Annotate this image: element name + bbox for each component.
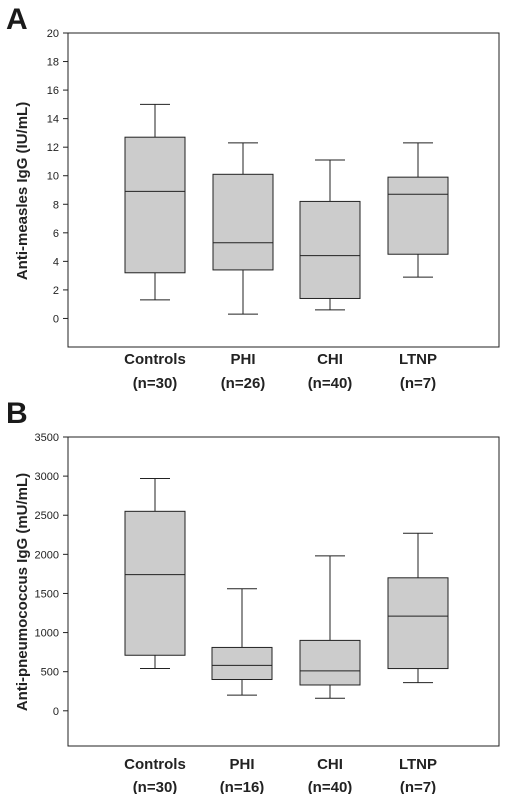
panel-b-y-tick-label: 0: [53, 706, 59, 718]
panel-b-y-tick-label: 1000: [35, 628, 59, 640]
panel-b-y-tick-label: 1500: [35, 588, 59, 600]
panel-a-boxes: [124, 103, 449, 315]
panel-a-category-n: (n=7): [400, 375, 436, 392]
panel-a-y-tick-label: 6: [53, 228, 59, 240]
iqr-box: [124, 136, 186, 274]
iqr-box: [387, 577, 449, 670]
panel-a: A Anti-measles IgG (IU/mL) 0 2 4 6 8 10 12 14 16…: [6, 3, 500, 392]
panel-a-category-label: PHI: [230, 351, 255, 368]
panel-a-y-tick-label: 0: [53, 313, 59, 325]
panel-b: B Anti-pneumococcus IgG (mU/mL) 0 500 1000…: [6, 397, 500, 794]
panel-b-box-controls: [124, 477, 186, 670]
panel-b-y-tick-label: 3500: [35, 432, 59, 444]
panel-b-box-chi: [299, 555, 361, 699]
panel-a-y-axis-label: Anti-measles IgG (IU/mL): [14, 102, 31, 280]
panel-a-category-label: CHI: [317, 351, 343, 368]
panel-a-box-ltnp: [387, 142, 449, 278]
panel-a-letter: A: [6, 3, 28, 36]
panel-a-y-ticks: 0 2 4 6 8 10 12 14 16 18 20: [47, 28, 68, 325]
panel-a-y-tick-label: 10: [47, 171, 59, 183]
panel-a-category-label: LTNP: [399, 351, 437, 368]
panel-b-plot-frame: [67, 436, 500, 747]
panel-b-y-tick-label: 2000: [35, 549, 59, 561]
iqr-box: [211, 646, 273, 681]
panel-a-category-label: Controls: [124, 351, 186, 368]
panel-b-category-n: (n=16): [220, 779, 265, 794]
panel-a-y-tick-label: 12: [47, 142, 59, 154]
panel-b-y-axis-label: Anti-pneumococcus IgG (mU/mL): [14, 473, 31, 711]
panel-a-category-n: (n=40): [308, 375, 353, 392]
panel-b-box-ltnp: [387, 532, 449, 684]
panel-a-box-chi: [299, 159, 361, 311]
panel-b-category-label: Controls: [124, 756, 186, 773]
panel-b-y-tick-label: 3000: [35, 471, 59, 483]
panel-b-categories: Controls (n=30) PHI (n=16) CHI (n=40) LTNP (n=7…: [124, 756, 437, 794]
panel-b-box-phi: [211, 588, 273, 696]
panel-b-y-tick-label: 500: [41, 667, 59, 679]
panel-a-y-tick-label: 20: [47, 28, 59, 40]
panel-a-y-tick-label: 16: [47, 85, 59, 97]
panel-a-category-n: (n=26): [221, 375, 266, 392]
iqr-box: [299, 639, 361, 686]
panel-a-box-controls: [124, 103, 186, 301]
iqr-box: [124, 510, 186, 656]
panel-b-category-n: (n=30): [133, 779, 178, 794]
iqr-box: [387, 176, 449, 255]
panel-b-category-n: (n=40): [308, 779, 353, 794]
panel-a-box-phi: [212, 142, 274, 315]
panel-a-y-tick-label: 14: [47, 114, 59, 126]
panel-b-y-tick-label: 2500: [35, 510, 59, 522]
panel-b-boxes: [124, 477, 449, 699]
panel-a-plot-frame: [67, 32, 500, 348]
panel-b-y-ticks: 0 500 1000 1500 2000 2500 3000 3500: [35, 432, 68, 718]
panel-b-letter: B: [6, 397, 28, 430]
panel-a-categories: Controls (n=30) PHI (n=26) CHI (n=40) LTNP (n=7…: [124, 351, 437, 392]
panel-b-category-n: (n=7): [400, 779, 436, 794]
panel-a-y-tick-label: 18: [47, 57, 59, 69]
panel-b-category-label: CHI: [317, 756, 343, 773]
iqr-box: [299, 200, 361, 299]
panel-a-y-tick-label: 8: [53, 199, 59, 211]
panel-b-category-label: LTNP: [399, 756, 437, 773]
panel-b-category-label: PHI: [229, 756, 254, 773]
panel-a-category-n: (n=30): [133, 375, 178, 392]
iqr-box: [212, 173, 274, 271]
panel-a-y-tick-label: 2: [53, 285, 59, 297]
panel-a-y-tick-label: 4: [53, 256, 59, 268]
